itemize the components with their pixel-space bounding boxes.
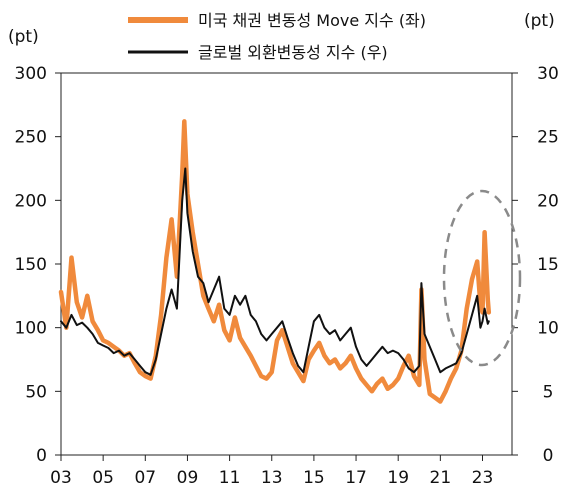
right-y-axis-ticks: 0 5 10 15 20 25 30 [512,64,559,466]
legend-label-fx-volatility: 글로벌 외환변동성 지수 (우) [198,43,388,62]
series-layer [58,119,492,404]
left-tick-label: 150 [15,255,47,275]
left-tick-label: 0 [36,446,47,466]
x-tick-label: 07 [134,468,156,488]
right-tick-label: 15 [537,255,559,275]
highlight-ellipse [442,189,522,367]
right-tick-label: 5 [543,382,554,402]
right-axis-unit: (pt) [524,11,555,31]
x-tick-label: 05 [92,468,114,488]
left-tick-label: 300 [15,64,47,84]
x-tick-label: 15 [303,468,325,488]
x-tick-label: 19 [387,468,409,488]
right-tick-label: 30 [537,64,559,84]
left-axis-unit: (pt) [8,27,39,47]
x-tick-label: 17 [345,468,367,488]
left-y-axis-ticks: 0 50 100 150 200 250 300 [15,64,61,466]
left-tick-label: 200 [15,191,47,211]
right-tick-label: 10 [537,319,559,339]
right-tick-label: 0 [543,446,554,466]
right-tick-label: 20 [537,191,559,211]
x-tick-label: 21 [430,468,452,488]
x-tick-label: 03 [50,468,72,488]
right-tick-label: 25 [537,128,559,148]
left-tick-label: 250 [15,128,47,148]
x-tick-label: 09 [177,468,199,488]
x-tick-label: 13 [261,468,283,488]
x-tick-label: 23 [472,468,494,488]
series-line-move-index [58,119,492,404]
series-line-fx-volatility [60,167,490,376]
left-tick-label: 100 [15,319,47,339]
legend: 미국 채권 변동성 Move 지수 (좌) 글로벌 외환변동성 지수 (우) [128,11,426,62]
x-tick-label: 11 [219,468,241,488]
legend-label-move-index: 미국 채권 변동성 Move 지수 (좌) [198,11,426,30]
x-axis-ticks: 03 05 07 09 11 13 15 17 19 21 23 [50,455,493,488]
left-tick-label: 50 [25,382,47,402]
